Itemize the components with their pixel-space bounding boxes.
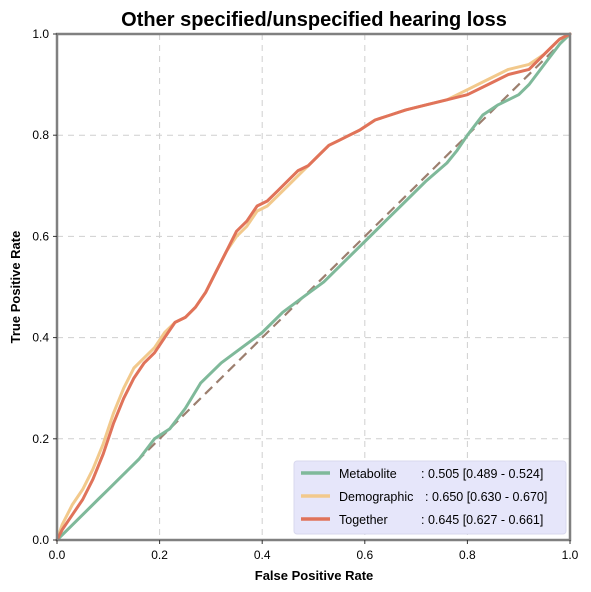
legend: Metabolite : 0.505 [0.489 - 0.524] Demogra…: [293, 460, 567, 535]
y-tick-label: 1.0: [32, 27, 49, 41]
chart-title: Other specified/unspecified hearing loss: [121, 9, 507, 31]
roc-curve-metabolite: [55, 32, 572, 542]
x-tick-label: 0.8: [459, 548, 476, 562]
legend-value-demographic: : 0.650 [0.630 - 0.670]: [425, 490, 547, 504]
plot-frame: [55, 32, 572, 542]
y-tick-label: 0.8: [32, 128, 49, 142]
legend-value-metabolite: : 0.505 [0.489 - 0.524]: [421, 467, 543, 481]
y-tick-label: 0.0: [32, 533, 49, 547]
y-axis-label: True Positive Rate: [8, 231, 23, 344]
legend-box: [293, 460, 567, 535]
x-tick-label: 0.6: [356, 548, 373, 562]
legend-name-demographic: Demographic: [339, 490, 413, 504]
legend-name-together: Together: [339, 513, 388, 527]
axis-ticks: 0.0 0.2 0.4 0.6 0.8 1.0 0.0 0.2 0.4 0.6 0.8 1.0: [32, 27, 578, 562]
series-layer: [55, 32, 572, 542]
legend-name-metabolite: Metabolite: [339, 467, 397, 481]
x-tick-label: 0.4: [254, 548, 271, 562]
x-tick-label: 1.0: [562, 548, 579, 562]
x-tick-label: 0.2: [151, 548, 168, 562]
x-axis-label: False Positive Rate: [255, 568, 374, 583]
x-tick-label: 0.0: [49, 548, 66, 562]
y-tick-label: 0.2: [32, 432, 49, 446]
y-tick-label: 0.6: [32, 229, 49, 243]
roc-curve-together: [55, 32, 572, 542]
y-tick-label: 0.4: [32, 331, 49, 345]
legend-value-together: : 0.645 [0.627 - 0.661]: [421, 513, 543, 527]
grid: [57, 34, 570, 540]
